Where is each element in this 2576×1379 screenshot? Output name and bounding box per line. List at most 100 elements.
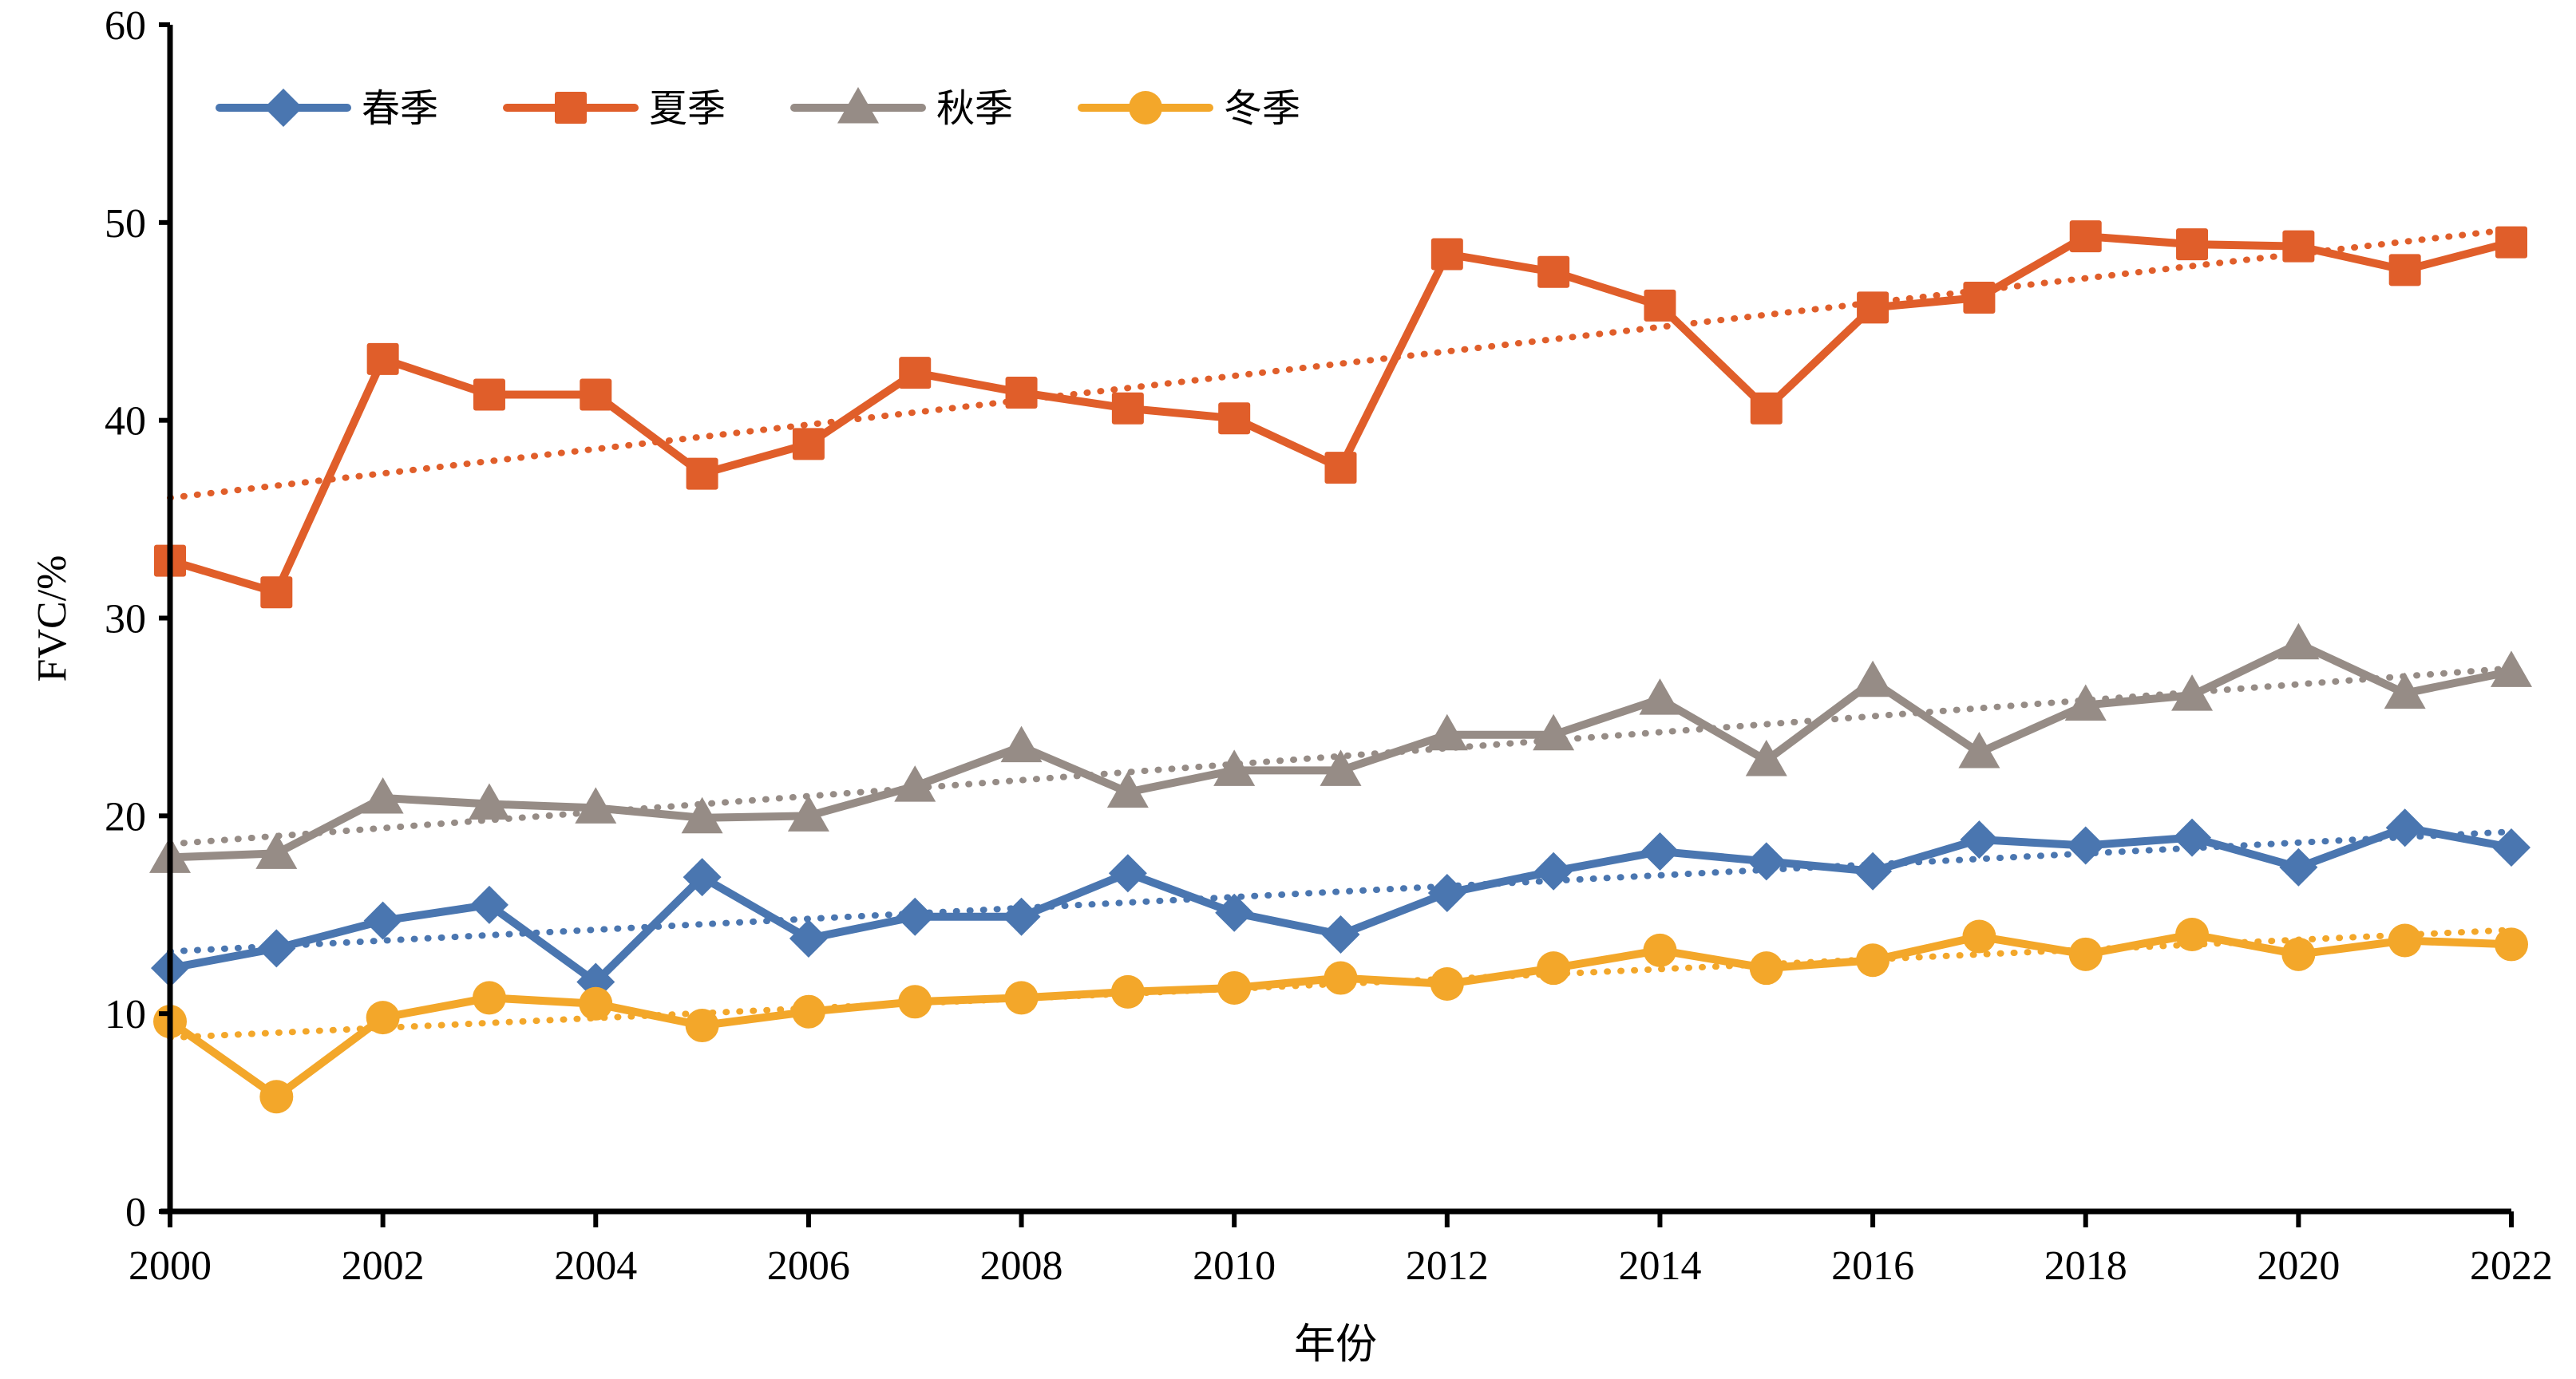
y-tick-label: 20	[105, 794, 146, 840]
data-point	[1005, 376, 1038, 409]
data-point	[1640, 832, 1680, 871]
x-tick-label: 2002	[342, 1243, 425, 1289]
data-point	[366, 1001, 400, 1035]
legend-marker-diamond-icon	[264, 89, 303, 127]
trendline-diamond	[167, 828, 2515, 955]
data-point	[366, 342, 399, 375]
data-point	[1639, 678, 1681, 715]
data-point	[579, 986, 613, 1021]
data-point	[1962, 919, 1996, 954]
data-point	[1111, 392, 1144, 425]
data-point	[255, 832, 298, 869]
data-point	[1426, 713, 1468, 751]
y-ticks: 0 10 20 30 40 50 60	[105, 3, 170, 1235]
data-point	[1750, 392, 1783, 425]
data-point	[681, 796, 723, 834]
data-point	[1857, 291, 1889, 324]
x-axis-title: 年份	[1294, 1321, 1377, 1369]
legend-label: 冬季	[1224, 86, 1300, 131]
x-tick-label: 2000	[129, 1243, 212, 1289]
data-point	[2282, 230, 2315, 263]
y-axis-title: FVC/%	[30, 555, 75, 682]
data-point	[1320, 749, 1362, 786]
data-point	[2173, 818, 2212, 857]
data-point	[791, 994, 825, 1029]
data-point	[1215, 893, 1254, 932]
data-point	[1321, 915, 1360, 954]
data-point	[1324, 452, 1357, 484]
legend-marker-square-icon	[555, 92, 587, 124]
data-point	[362, 777, 404, 814]
data-point	[2495, 927, 2528, 962]
x-tick-label: 2004	[554, 1243, 637, 1289]
series-diamond	[151, 808, 2530, 1002]
data-point	[1004, 981, 1039, 1015]
data-point	[2388, 254, 2421, 286]
series-lines	[149, 220, 2532, 1114]
y-tick-label: 30	[105, 597, 146, 642]
trendline-triangle	[167, 665, 2515, 848]
legend-label: 秋季	[936, 86, 1013, 131]
data-point	[2064, 684, 2107, 721]
data-point	[1745, 739, 1787, 776]
data-point	[2495, 226, 2527, 259]
data-point	[1324, 961, 1358, 995]
data-point	[2388, 923, 2422, 958]
data-point	[683, 858, 722, 897]
data-point	[2281, 937, 2316, 971]
data-point	[2175, 918, 2210, 952]
data-point	[1854, 852, 1893, 891]
legend-label: 春季	[362, 86, 438, 131]
data-point	[1749, 951, 1783, 986]
data-point	[1430, 966, 1464, 1001]
x-tick-label: 2006	[767, 1243, 850, 1289]
data-point	[2279, 848, 2318, 887]
data-point	[1000, 725, 1043, 763]
data-point	[1110, 974, 1145, 1009]
data-point	[2068, 937, 2103, 971]
y-tick-label: 0	[125, 1190, 146, 1235]
data-point	[473, 378, 505, 411]
x-tick-label: 2018	[2044, 1243, 2127, 1289]
data-point	[1213, 749, 1256, 786]
data-point	[259, 1080, 294, 1114]
data-point	[1427, 873, 1466, 912]
data-point	[1217, 970, 1252, 1005]
x-tick-label: 2020	[2257, 1243, 2340, 1289]
legend-item: 冬季	[1078, 86, 1300, 131]
data-point	[1537, 951, 1571, 986]
data-point	[257, 929, 296, 968]
data-point	[2384, 672, 2426, 709]
data-point	[792, 428, 825, 460]
data-point	[2277, 622, 2320, 660]
data-point	[2492, 828, 2530, 867]
data-point	[2066, 826, 2105, 865]
data-point	[1644, 289, 1676, 322]
y-tick-label: 40	[105, 399, 146, 445]
data-point	[787, 795, 829, 832]
data-point	[2385, 808, 2424, 848]
data-point	[1856, 943, 1890, 978]
data-point	[2176, 228, 2209, 261]
axes	[160, 25, 2511, 1215]
series-line	[168, 931, 2512, 1101]
data-point	[468, 783, 510, 820]
legend-marker-triangle-icon	[837, 87, 879, 124]
series-line	[168, 232, 2513, 597]
data-point	[1643, 933, 1677, 967]
y-tick-label: 60	[105, 3, 146, 49]
data-point	[363, 901, 402, 940]
legend-item: 秋季	[790, 86, 1013, 131]
x-tick-label: 2022	[2470, 1243, 2553, 1289]
data-point	[894, 765, 936, 802]
x-tick-label: 2014	[1618, 1243, 1701, 1289]
data-point	[789, 919, 828, 958]
legend-label: 夏季	[649, 86, 726, 131]
y-tick-label: 10	[105, 992, 146, 1037]
x-ticks: 2000 2002 2004 2006 2008 2010 2012 2014 2016 2018…	[129, 1211, 2553, 1289]
data-point	[2491, 650, 2532, 687]
data-point	[898, 985, 932, 1019]
data-point	[1852, 660, 1894, 697]
data-point	[1534, 852, 1573, 891]
